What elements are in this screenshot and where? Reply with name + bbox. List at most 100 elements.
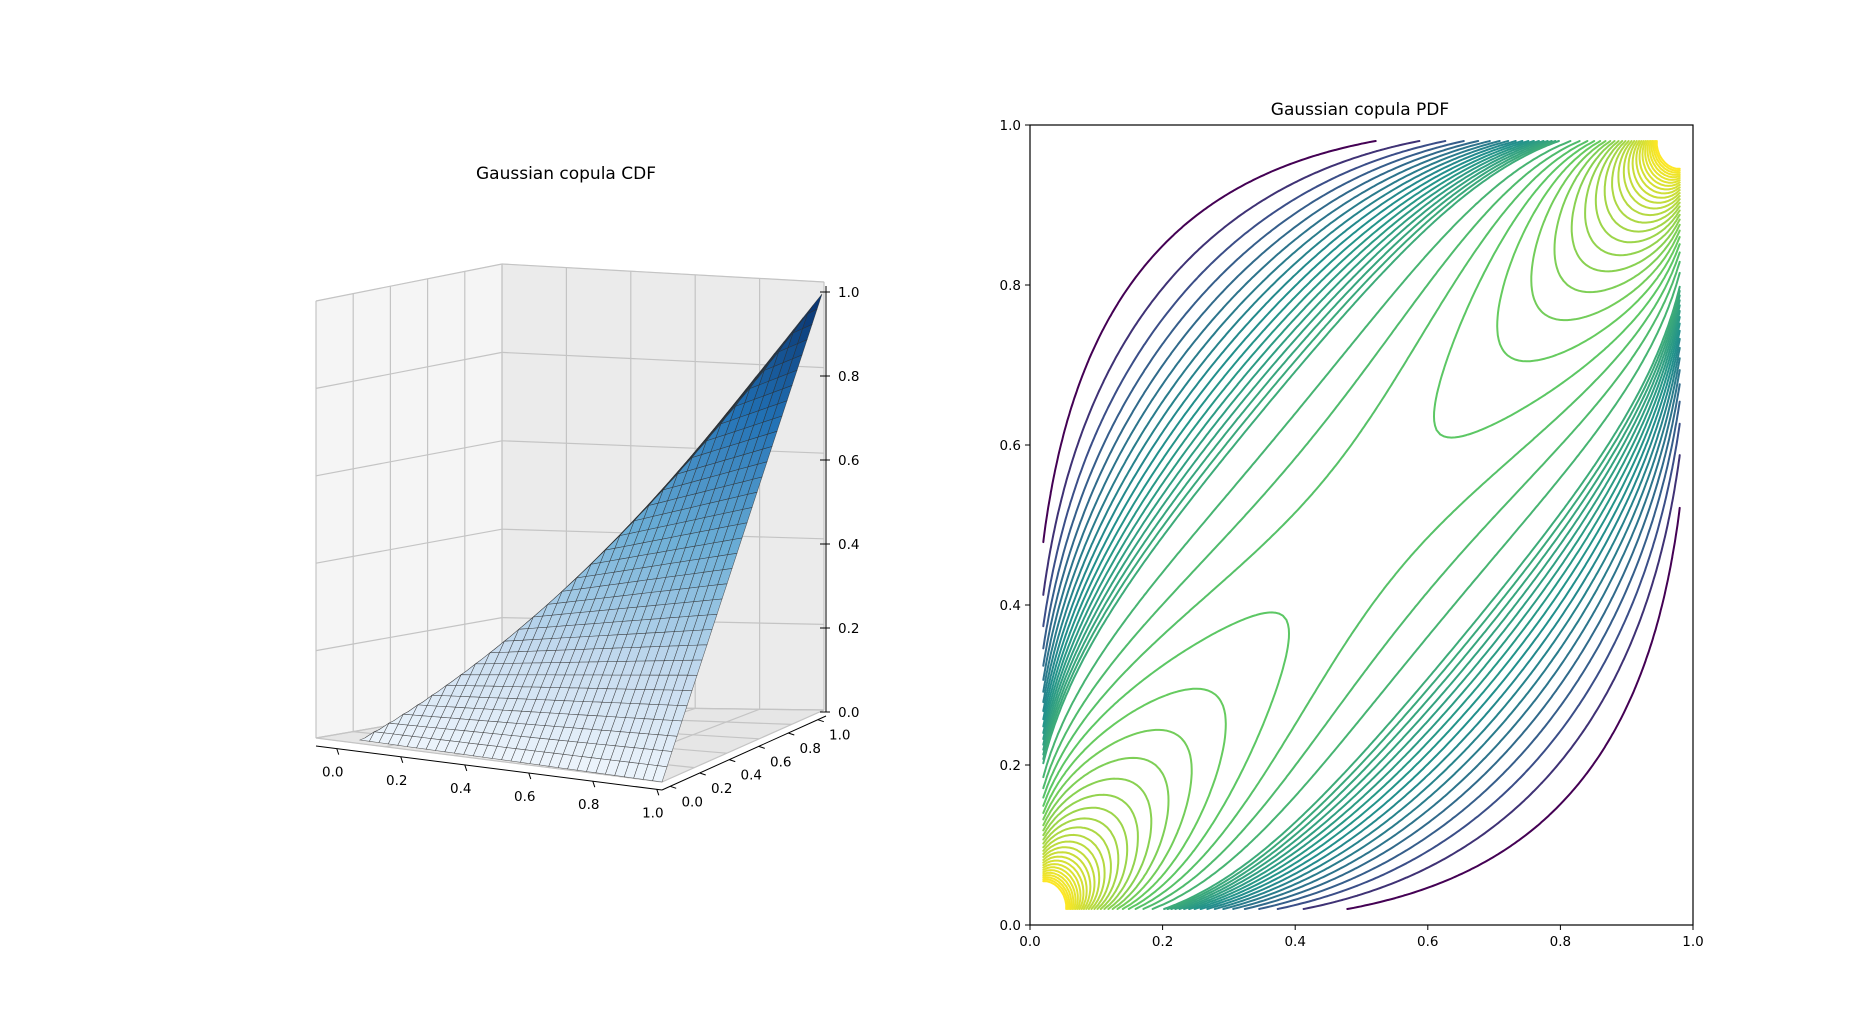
contour-line	[1042, 140, 1681, 910]
contour-line	[1042, 140, 1681, 910]
contour-lines	[1042, 140, 1681, 910]
x-tick-label: 0.4	[450, 781, 471, 797]
contour-line	[1042, 140, 1681, 910]
contour-line	[1042, 140, 1681, 910]
y-tick-label: 0.2	[1000, 758, 1021, 774]
contour-line	[1042, 140, 1681, 910]
z-tick-label: 0.8	[838, 369, 859, 385]
y-tick-label: 0.4	[1000, 598, 1021, 614]
pdf-contour-plot: Gaussian copula PDF 0.0 0.2 0.4 0.6 0.8 1.0 0…	[1000, 100, 1704, 950]
contour-x-ticks: 0.0 0.2 0.4 0.6 0.8 1.0	[1019, 925, 1704, 950]
contour-line	[1042, 140, 1681, 910]
y-tick-mark	[788, 732, 795, 736]
x-tick-mark	[592, 781, 596, 788]
z-tick-label: 0.2	[838, 621, 859, 637]
contour-line	[1042, 140, 1681, 910]
contour-line	[1042, 140, 1681, 910]
contour-line	[1042, 140, 1681, 910]
contour-line	[1042, 140, 1681, 910]
x-tick-label: 1.0	[642, 805, 663, 821]
contour-line	[1042, 140, 1681, 910]
y-tick-label: 0.4	[740, 768, 761, 784]
contour-line	[1042, 140, 1681, 910]
contour-line	[1042, 140, 1681, 910]
contour-line	[1042, 140, 1681, 910]
contour-y-ticks: 0.0 0.2 0.4 0.6 0.8 1.0	[1000, 118, 1030, 934]
contour-line	[1042, 140, 1681, 910]
x-tick-label: 0.8	[1550, 934, 1571, 950]
contour-line	[1042, 140, 1681, 910]
contour-line	[1042, 140, 1681, 910]
x-tick-mark	[336, 748, 340, 755]
y-tick-label: 0.8	[1000, 278, 1021, 294]
contour-line	[1042, 140, 1681, 910]
contour-line	[1042, 140, 1681, 910]
contour-line	[1042, 140, 1681, 910]
y-tick-label: 0.0	[681, 794, 702, 810]
z-tick-label: 1.0	[838, 285, 859, 301]
contour-line	[1042, 140, 1681, 910]
cdf-plot-title: Gaussian copula CDF	[476, 164, 656, 184]
y-tick-label: 1.0	[1000, 118, 1021, 134]
contour-line	[1042, 140, 1681, 910]
x-tick-label: 1.0	[1682, 934, 1703, 950]
ticks-3d: 0.0 0.2 0.4 0.6 0.8 1.0 0.0 0.2 0.4 0.6 0.8 1.0 0.0 0…	[322, 285, 859, 821]
y-tick-label: 0.0	[1000, 918, 1021, 934]
contour-line	[1042, 140, 1681, 910]
y-tick-label: 0.6	[1000, 438, 1021, 454]
contour-line	[1042, 140, 1681, 910]
z-tick-label: 0.4	[838, 537, 859, 553]
x-tick-label: 0.2	[1152, 934, 1173, 950]
contour-axes-frame	[1029, 124, 1694, 926]
y-tick-mark	[758, 745, 765, 749]
x-tick-label: 0.2	[386, 773, 407, 789]
axes-3d	[315, 286, 827, 791]
x-tick-mark	[400, 756, 404, 763]
y-tick-label: 0.8	[800, 741, 821, 757]
contour-line	[1042, 140, 1681, 910]
x-tick-label: 0.8	[578, 797, 599, 813]
contour-line	[1042, 140, 1681, 910]
contour-line	[1042, 140, 1681, 910]
x-tick-label: 0.6	[1417, 934, 1438, 950]
contour-line	[1042, 140, 1681, 910]
y-tick-label: 0.2	[711, 781, 732, 797]
contour-line	[1042, 140, 1681, 910]
contour-line	[1042, 140, 1681, 910]
x-tick-mark	[528, 772, 532, 780]
z-tick-label: 0.6	[838, 453, 859, 469]
z-tick-label: 0.0	[838, 705, 859, 721]
surface-patch	[652, 765, 668, 783]
contour-line	[1042, 140, 1681, 910]
contour-line	[1042, 140, 1681, 910]
y-tick-mark	[817, 719, 824, 723]
y-tick-mark	[729, 759, 736, 763]
contour-line	[1042, 140, 1681, 910]
x-tick-mark	[464, 764, 468, 772]
contour-line	[1042, 140, 1681, 910]
contour-line	[1042, 140, 1681, 910]
y-tick-mark	[699, 772, 706, 776]
x-tick-mark	[656, 789, 660, 796]
contour-line	[1042, 140, 1681, 910]
y-tick-mark	[670, 785, 677, 789]
contour-line	[1042, 140, 1681, 910]
contour-line	[1042, 140, 1681, 910]
contour-line	[1042, 140, 1681, 910]
contour-line	[1042, 140, 1681, 910]
contour-line	[1042, 140, 1681, 910]
contour-line	[1042, 140, 1681, 910]
x-tick-label: 0.6	[514, 789, 535, 805]
x-tick-label: 0.0	[1019, 934, 1040, 950]
x-tick-label: 0.4	[1284, 934, 1305, 950]
cdf-surface-plot: Gaussian copula CDF 0.00.20.40.60.81.00.…	[315, 164, 859, 821]
cdf-surface	[358, 293, 823, 783]
pdf-plot-title: Gaussian copula PDF	[1271, 100, 1449, 120]
contour-line	[1042, 140, 1681, 910]
y-tick-label: 0.6	[770, 754, 791, 770]
contour-line	[1042, 140, 1681, 910]
x-tick-label: 0.0	[322, 765, 343, 781]
y-tick-label: 1.0	[829, 728, 850, 744]
